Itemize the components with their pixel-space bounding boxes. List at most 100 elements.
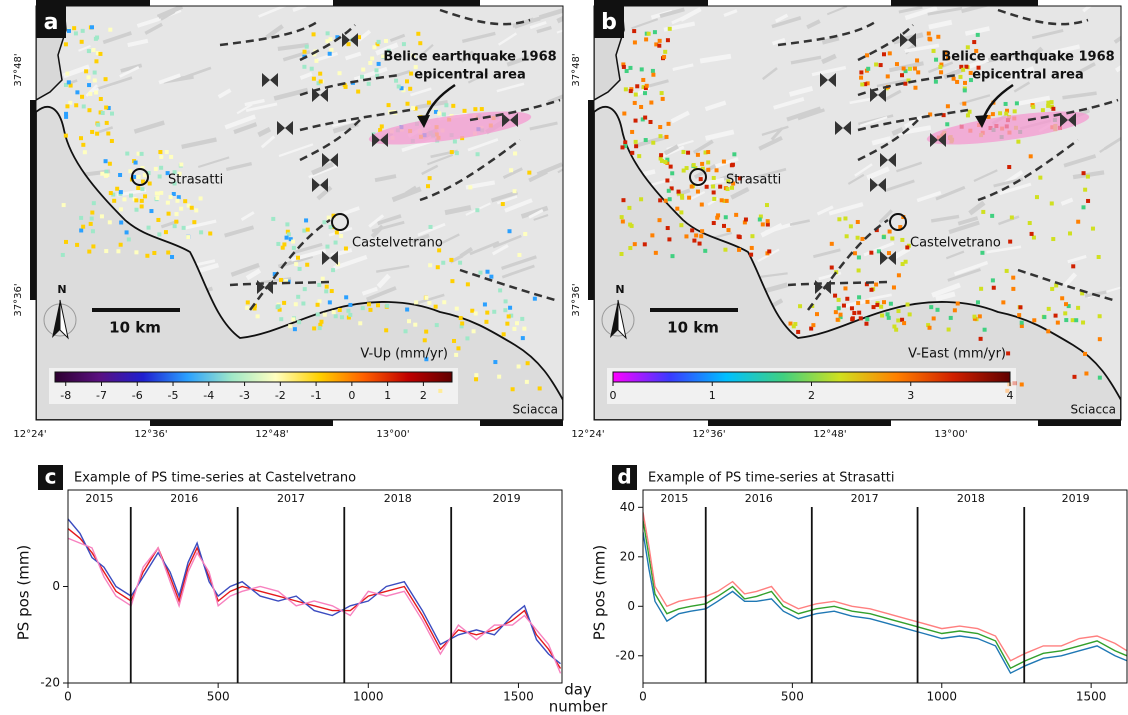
relief <box>245 268 262 281</box>
chart-title: Example of PS time-series at Castelvetra… <box>74 471 356 486</box>
relief <box>419 43 434 58</box>
ps-point <box>311 32 316 37</box>
ps-point <box>1009 215 1014 220</box>
ps-point <box>865 53 870 58</box>
ps-point <box>305 262 310 267</box>
relief <box>789 86 814 97</box>
ps-point <box>965 113 970 118</box>
ps-point <box>644 83 649 88</box>
ps-point <box>422 338 427 343</box>
relief <box>528 169 548 183</box>
relief <box>467 138 499 152</box>
ps-point <box>479 107 484 112</box>
ps-point <box>715 215 720 220</box>
ps-point <box>503 299 508 304</box>
ps-point <box>107 220 112 225</box>
ps-point <box>1005 108 1010 113</box>
ps-point <box>1046 100 1051 105</box>
ps-point <box>723 247 728 252</box>
ps-point <box>81 104 86 109</box>
ps-point <box>485 310 490 315</box>
chart-title: Example of PS time-series at Strasatti <box>648 471 895 486</box>
ps-point <box>874 62 879 67</box>
colorbar-tick-label: -4 <box>203 389 214 402</box>
relief <box>715 157 739 168</box>
ps-point <box>186 235 191 240</box>
ps-point <box>414 300 419 305</box>
fold-symbol <box>257 280 273 294</box>
relief <box>659 7 685 19</box>
relief <box>240 211 255 221</box>
ps-point <box>986 114 991 119</box>
fold-symbol <box>342 33 358 47</box>
relief <box>821 53 837 65</box>
relief <box>758 135 783 151</box>
ps-point <box>850 316 855 321</box>
ps-point <box>82 150 87 155</box>
ps-point <box>1019 382 1024 387</box>
ps-point <box>723 215 728 220</box>
ps-point <box>424 295 429 300</box>
series-line <box>68 528 562 669</box>
ps-point <box>111 192 116 197</box>
relief <box>98 126 114 134</box>
ps-point <box>791 324 796 329</box>
ps-point <box>322 220 327 225</box>
ps-point <box>122 197 127 202</box>
ps-point <box>641 85 646 90</box>
relief <box>328 226 353 237</box>
ps-point <box>189 205 194 210</box>
frame-bar <box>30 100 36 300</box>
ps-point <box>147 181 152 186</box>
ps-point <box>1081 205 1086 210</box>
ps-point <box>643 86 648 91</box>
ps-point <box>399 86 404 91</box>
relief <box>293 242 323 254</box>
ps-point <box>871 305 876 310</box>
ps-point <box>282 300 287 305</box>
ps-point <box>714 168 719 173</box>
ps-point <box>522 326 527 331</box>
ps-point <box>652 30 657 35</box>
ps-point <box>765 222 770 227</box>
relief <box>986 245 1022 254</box>
ps-point <box>706 150 711 155</box>
relief <box>160 10 176 21</box>
ps-point <box>291 245 296 250</box>
ps-point <box>844 234 849 239</box>
ps-point <box>1008 239 1013 244</box>
ps-point <box>643 91 648 96</box>
relief <box>78 44 91 52</box>
ps-point <box>136 186 141 191</box>
ps-point <box>525 361 530 366</box>
ps-point <box>829 265 834 270</box>
ps-point <box>659 91 664 96</box>
panel-label: b <box>601 10 617 35</box>
relief <box>679 7 702 22</box>
ps-point <box>687 195 692 200</box>
ps-point <box>108 27 113 32</box>
relief <box>891 126 904 136</box>
ps-point <box>427 300 432 305</box>
north-arrow <box>610 300 618 338</box>
ps-point <box>252 303 257 308</box>
ps-point <box>977 314 982 319</box>
ps-point <box>375 42 380 47</box>
ps-point <box>94 59 99 64</box>
ps-point <box>663 198 668 203</box>
ps-point <box>500 202 505 207</box>
ps-point <box>86 49 91 54</box>
ps-point <box>1070 318 1075 323</box>
ps-point <box>1004 111 1009 116</box>
ps-point <box>700 166 705 171</box>
ps-point <box>834 270 839 275</box>
relief <box>376 264 410 273</box>
ps-point <box>471 329 476 334</box>
ps-point <box>245 305 250 310</box>
ps-point <box>798 304 803 309</box>
series-line <box>643 512 1127 662</box>
year-label: 2018 <box>957 492 985 505</box>
panel-badge <box>612 465 637 490</box>
fold-symbol <box>820 73 836 87</box>
lon-label: 13°00' <box>376 429 409 440</box>
